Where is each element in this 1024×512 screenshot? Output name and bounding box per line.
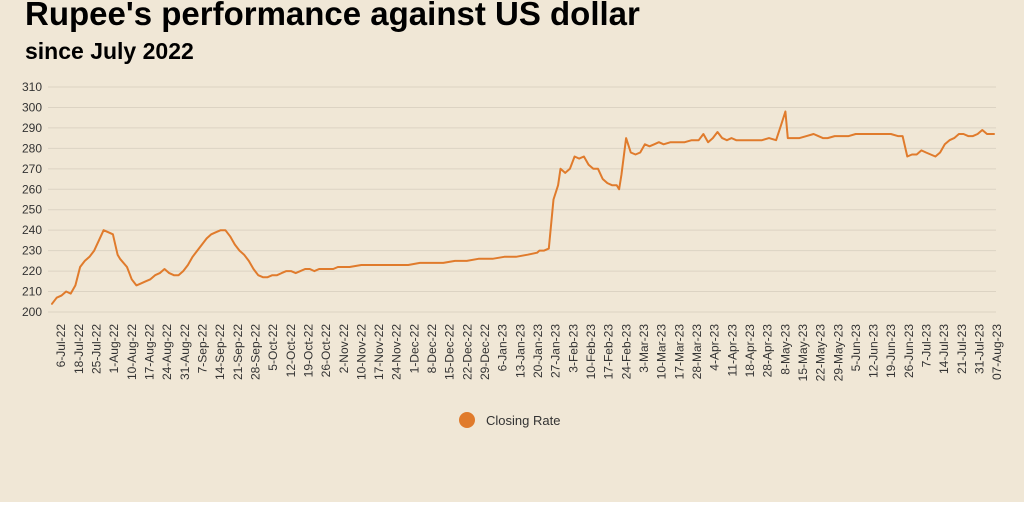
x-tick-label: 19-Oct-22 bbox=[301, 324, 315, 378]
x-tick-label: 24-Aug-22 bbox=[160, 324, 174, 380]
legend[interactable]: Closing Rate bbox=[459, 412, 560, 428]
x-tick-label: 14-Jul-23 bbox=[937, 324, 951, 374]
chart-title: Rupee's performance against US dollar bbox=[25, 0, 640, 32]
x-tick-label: 26-Jun-23 bbox=[902, 324, 916, 378]
y-tick-label: 210 bbox=[22, 285, 42, 299]
x-tick-label: 21-Jul-23 bbox=[955, 324, 969, 374]
x-tick-label: 15-May-23 bbox=[796, 324, 810, 382]
x-tick-label: 29-Dec-22 bbox=[478, 324, 492, 380]
x-tick-label: 12-Jun-23 bbox=[867, 324, 881, 378]
x-tick-label: 17-Mar-23 bbox=[672, 324, 686, 380]
x-tick-label: 20-Jan-23 bbox=[531, 324, 545, 378]
x-tick-label: 28-Mar-23 bbox=[690, 324, 704, 380]
x-tick-label: 31-Aug-22 bbox=[178, 324, 192, 380]
x-tick-label: 07-Aug-23 bbox=[990, 324, 1004, 380]
x-tick-label: 24-Feb-23 bbox=[619, 324, 633, 380]
x-tick-label: 24-Nov-22 bbox=[390, 324, 404, 380]
x-tick-label: 5-Oct-22 bbox=[266, 324, 280, 371]
y-axis: 200 210 220 230 240 250 260 270 280 290 300 310 bbox=[22, 80, 42, 319]
x-tick-label: 2-Nov-22 bbox=[337, 324, 351, 374]
x-tick-label: 15-Dec-22 bbox=[443, 324, 457, 380]
x-tick-label: 12-Oct-22 bbox=[284, 324, 298, 378]
x-tick-label: 17-Feb-23 bbox=[602, 324, 616, 380]
x-tick-label: 19-Jun-23 bbox=[884, 324, 898, 378]
x-tick-label: 1-Aug-22 bbox=[107, 324, 121, 374]
x-tick-label: 1-Dec-22 bbox=[407, 324, 421, 374]
x-tick-label: 31-Jul-23 bbox=[972, 324, 986, 374]
legend-label: Closing Rate bbox=[486, 412, 561, 428]
x-tick-label: 14-Sep-22 bbox=[213, 324, 227, 380]
x-tick-label: 10-Aug-22 bbox=[125, 324, 139, 380]
x-tick-label: 18-Jul-22 bbox=[72, 324, 86, 374]
x-tick-label: 27-Jan-23 bbox=[549, 324, 563, 378]
x-tick-label: 6-Jul-22 bbox=[54, 324, 68, 368]
x-tick-label: 11-Apr-23 bbox=[725, 324, 739, 377]
y-tick-label: 220 bbox=[22, 264, 42, 278]
x-tick-label: 13-Jan-23 bbox=[513, 324, 527, 378]
x-tick-label: 10-Nov-22 bbox=[354, 324, 368, 380]
x-axis: 6-Jul-22 18-Jul-22 25-Jul-22 1-Aug-22 10-Aug… bbox=[54, 324, 1004, 382]
x-tick-label: 3-Mar-23 bbox=[637, 324, 651, 373]
y-tick-label: 290 bbox=[22, 121, 42, 135]
y-tick-label: 230 bbox=[22, 244, 42, 258]
x-tick-label: 10-Feb-23 bbox=[584, 324, 598, 380]
y-tick-label: 300 bbox=[22, 100, 42, 114]
y-tick-label: 200 bbox=[22, 305, 42, 319]
x-tick-label: 6-Jan-23 bbox=[496, 324, 510, 372]
x-tick-label: 18-Apr-23 bbox=[743, 324, 757, 378]
x-tick-label: 7-Jul-23 bbox=[920, 324, 934, 368]
x-tick-label: 8-May-23 bbox=[778, 324, 792, 375]
y-tick-label: 260 bbox=[22, 182, 42, 196]
x-tick-label: 7-Sep-22 bbox=[195, 324, 209, 374]
x-tick-label: 4-Apr-23 bbox=[708, 324, 722, 371]
grid-lines bbox=[48, 86, 996, 313]
y-tick-label: 250 bbox=[22, 203, 42, 217]
x-tick-label: 28-Sep-22 bbox=[248, 324, 262, 380]
x-tick-label: 29-May-23 bbox=[831, 324, 845, 382]
x-tick-label: 21-Sep-22 bbox=[231, 324, 245, 380]
x-tick-label: 10-Mar-23 bbox=[655, 324, 669, 380]
x-tick-label: 22-May-23 bbox=[814, 324, 828, 382]
x-tick-label: 26-Oct-22 bbox=[319, 324, 333, 378]
y-tick-label: 270 bbox=[22, 162, 42, 176]
x-tick-label: 8-Dec-22 bbox=[425, 324, 439, 374]
y-tick-label: 240 bbox=[22, 223, 42, 237]
legend-marker-closing-rate bbox=[459, 412, 475, 428]
x-tick-label: 25-Jul-22 bbox=[89, 324, 103, 374]
y-tick-label: 310 bbox=[22, 80, 42, 94]
chart-subtitle: since July 2022 bbox=[25, 38, 194, 64]
x-tick-label: 28-Apr-23 bbox=[761, 324, 775, 378]
x-tick-label: 17-Aug-22 bbox=[142, 324, 156, 380]
y-tick-label: 280 bbox=[22, 141, 42, 155]
x-tick-label: 5-Jun-23 bbox=[849, 324, 863, 372]
x-tick-label: 17-Nov-22 bbox=[372, 324, 386, 380]
series-line-closing-rate bbox=[51, 110, 995, 305]
x-tick-label: 22-Dec-22 bbox=[460, 324, 474, 380]
x-tick-label: 3-Feb-23 bbox=[566, 324, 580, 373]
